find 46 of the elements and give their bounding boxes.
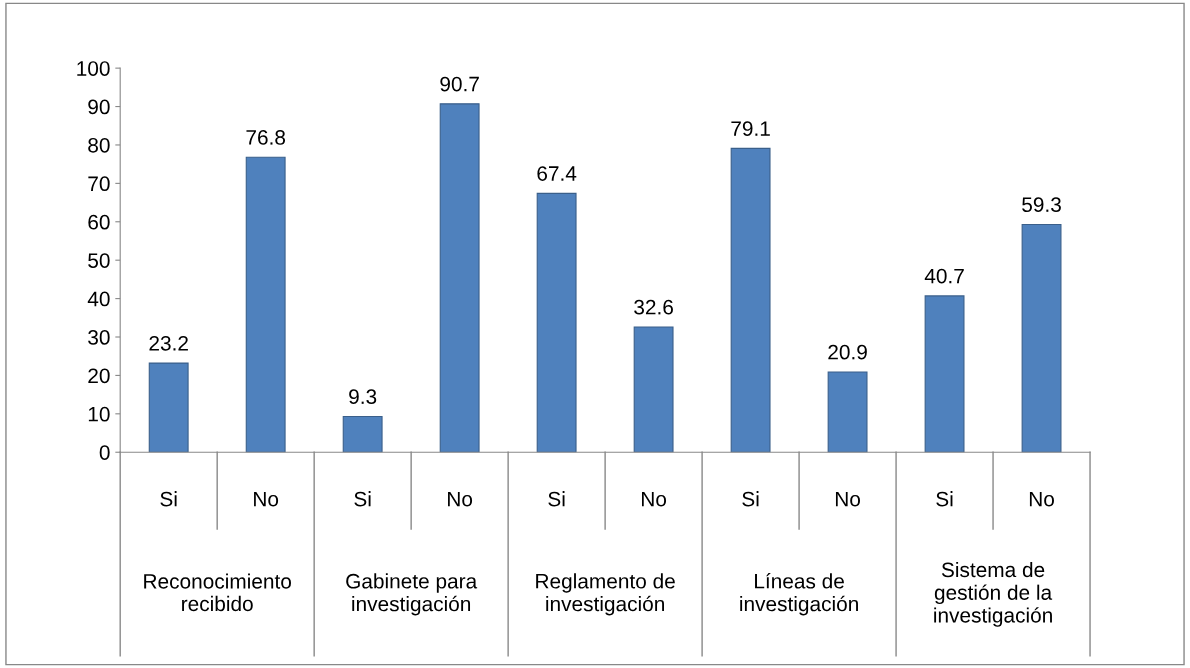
y-tick-label: 0 bbox=[99, 445, 110, 460]
y-tick-label: 70 bbox=[88, 176, 110, 192]
text: Líneas de investigación bbox=[740, 573, 858, 616]
x-tick-label: Si bbox=[354, 491, 371, 507]
bar bbox=[924, 295, 965, 453]
x-tick-label: No bbox=[254, 491, 279, 507]
data-label: 20.9 bbox=[828, 344, 867, 360]
data-label: 67.4 bbox=[537, 166, 577, 181]
y-tick-label: 80 bbox=[88, 137, 110, 153]
x-tick-label: No bbox=[448, 491, 473, 507]
x-tick-label: No bbox=[642, 491, 667, 507]
x-tick-label: Si bbox=[742, 491, 759, 507]
data-label: 9.3 bbox=[349, 389, 377, 405]
data-label: 79.1 bbox=[731, 121, 770, 136]
data-label: 90.7 bbox=[440, 76, 479, 92]
y-tick-label: 100 bbox=[77, 61, 110, 76]
y-tick-label: 30 bbox=[88, 330, 110, 345]
y-tick-label: 40 bbox=[87, 291, 110, 307]
y-tick-label: 10 bbox=[88, 406, 110, 422]
bar bbox=[148, 362, 189, 453]
text: Reglamento de investigación bbox=[536, 573, 675, 616]
x-tick-label: Si bbox=[160, 491, 177, 507]
x-tick-label: Si bbox=[548, 491, 565, 507]
bar bbox=[342, 415, 383, 453]
data-label: 23.2 bbox=[149, 335, 188, 351]
data-label: 59.3 bbox=[1022, 197, 1061, 213]
bar bbox=[730, 147, 771, 453]
y-tick-label: 60 bbox=[88, 214, 110, 230]
y-tick-label: 50 bbox=[88, 253, 110, 268]
bar bbox=[439, 103, 480, 453]
x-tick-label: No bbox=[835, 491, 861, 507]
data-label: 76.8 bbox=[246, 130, 286, 145]
bar bbox=[633, 326, 674, 453]
text: Gabinete para investigación bbox=[346, 573, 478, 616]
bar bbox=[1021, 223, 1062, 453]
bar bbox=[245, 156, 286, 453]
data-label: 40.7 bbox=[924, 268, 964, 284]
bar bbox=[827, 371, 868, 453]
x-tick-label: No bbox=[1029, 491, 1054, 507]
y-tick-label: 20 bbox=[88, 368, 110, 384]
data-label: 32.6 bbox=[634, 299, 673, 315]
y-tick-label: 90 bbox=[88, 99, 110, 115]
text: Sistema de gestión de la investigación bbox=[934, 561, 1053, 627]
x-tick-label: Si bbox=[936, 491, 953, 507]
bar bbox=[536, 192, 577, 453]
text: Reconocimiento recibido bbox=[144, 573, 291, 612]
